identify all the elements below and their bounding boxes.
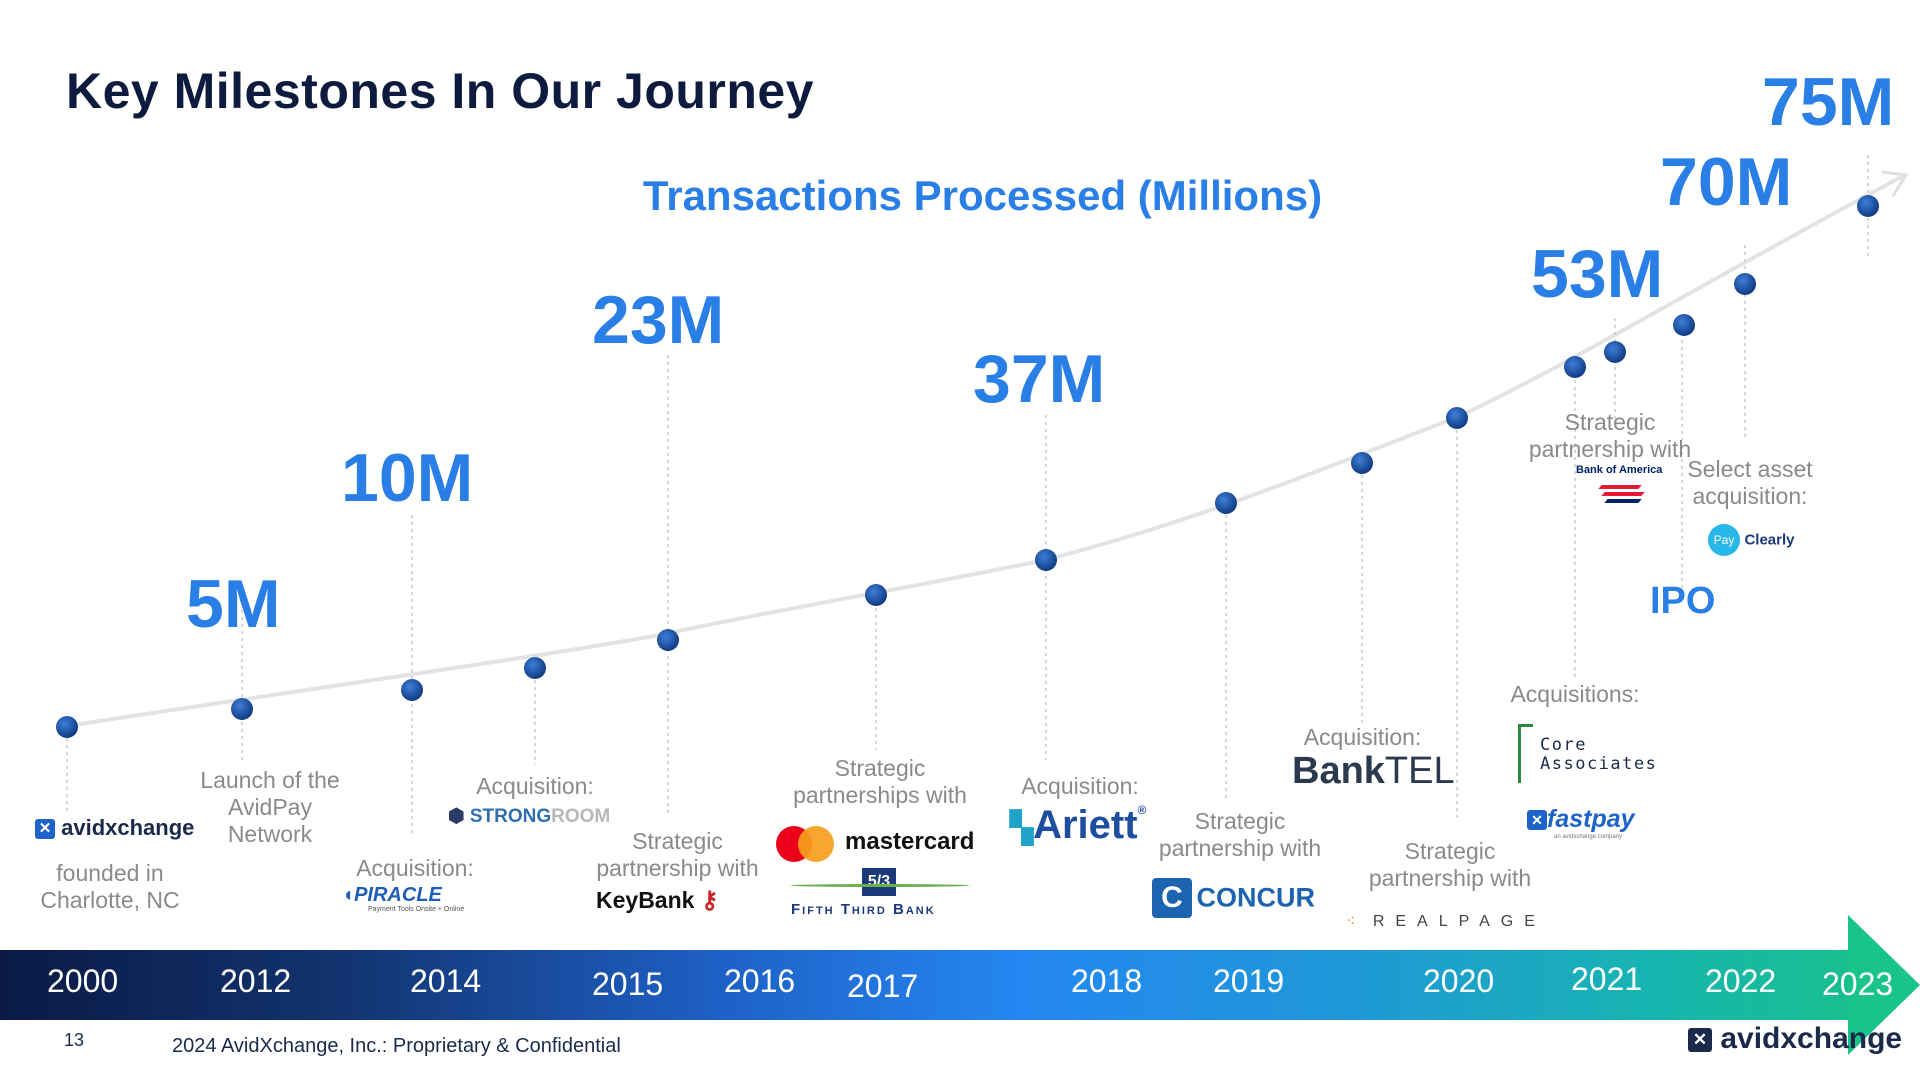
key-icon: ⚷ xyxy=(700,887,719,914)
page-number: 13 xyxy=(64,1030,85,1050)
value-10m: 10M xyxy=(341,440,474,516)
avidxchange-logo: ✕ avidxchange xyxy=(35,815,194,841)
year-2021: 2021 xyxy=(1571,961,1643,997)
milestone-dot-2023 xyxy=(1857,195,1879,217)
payclearly-acquisition-text: Select asset acquisition: xyxy=(1687,456,1813,509)
milestone-dot-2020b xyxy=(1446,407,1468,429)
ipo-label: IPO xyxy=(1650,580,1716,622)
launch-avidpay-text: Launch of the AvidPay Network xyxy=(200,767,340,847)
piracle-tagline: Payment Tools Onsite + Online xyxy=(368,906,465,913)
footer-x-icon: ✕ xyxy=(1688,1028,1712,1053)
value-37m: 37M xyxy=(973,341,1106,417)
bofa-partnership-text: Strategic partnership with xyxy=(1528,409,1692,462)
value-5m: 5M xyxy=(186,566,281,642)
milestone-dot-2018 xyxy=(1035,549,1057,571)
value-53m: 53M xyxy=(1531,236,1664,312)
payclearly-logo: Pay Clearly xyxy=(1708,524,1795,556)
banktel-logo: BankTEL xyxy=(1292,750,1455,792)
acquisitions-label: Acquisitions: xyxy=(1510,681,1640,707)
chart-subtitle: Transactions Processed (Millions) xyxy=(642,172,1323,219)
milestone-dot-2020a xyxy=(1351,452,1373,474)
timeline-arrow-icon xyxy=(1848,915,1920,1055)
keybank-logo: KeyBank ⚷ xyxy=(596,887,719,914)
year-2000: 2000 xyxy=(47,963,119,999)
mastercard-partnership-text: Strategic partnerships with xyxy=(793,755,967,808)
page-title: Key Milestones In Our Journey xyxy=(66,63,815,119)
milestone-dot-2015 xyxy=(657,629,679,651)
milestone-dot-2017 xyxy=(865,584,887,606)
strongroom-logo: ⬢ STRONGROOM xyxy=(448,806,611,827)
milestone-dot-2012 xyxy=(231,698,253,720)
bofa-flag-icon xyxy=(1598,483,1645,505)
year-2023: 2023 xyxy=(1822,966,1894,1002)
milestone-dot-2014b xyxy=(524,657,546,679)
copyright-text: 2024 AvidXchange, Inc.: Proprietary & Co… xyxy=(172,1035,621,1057)
year-2017: 2017 xyxy=(847,968,919,1004)
concur-logo: C CONCUR xyxy=(1152,878,1315,918)
banktel-acquisition-label: Acquisition: xyxy=(1303,724,1422,750)
fifth-third-wordmark: Fifth Third Bank xyxy=(791,901,936,918)
concur-partnership-text: Strategic partnership with xyxy=(1158,808,1322,861)
year-2014: 2014 xyxy=(410,963,482,999)
milestone-dot-2022b xyxy=(1734,273,1756,295)
year-2022: 2022 xyxy=(1705,963,1777,999)
milestone-dot-2022a xyxy=(1673,314,1695,336)
footer-avidxchange-logo: ✕ avidxchange xyxy=(1688,1022,1902,1056)
ariett-logo: ▚Ariett® xyxy=(1010,803,1147,847)
value-70m: 70M xyxy=(1660,144,1793,220)
cube-icon: ⬢ xyxy=(448,806,465,827)
strongroom-acquisition-label: Acquisition: xyxy=(476,773,594,799)
ariett-acquisition-label: Acquisition: xyxy=(1021,773,1139,799)
payclearly-pay-icon: Pay xyxy=(1708,524,1740,556)
year-2020: 2020 xyxy=(1423,963,1495,999)
milestone-dot-2021b xyxy=(1604,341,1626,363)
ariett-pixel-mark-icon: ▚ xyxy=(1010,812,1034,845)
piracle-acquisition-label: Acquisition: xyxy=(356,855,474,881)
fifth-third-mark-icon: 5/3 xyxy=(862,868,896,896)
milestone-dot-2021a xyxy=(1564,356,1586,378)
fastpay-tagline: an avidxchange company xyxy=(1554,834,1623,840)
mastercard-circles-icon xyxy=(776,826,836,862)
value-75m: 75M xyxy=(1762,64,1895,140)
year-2016: 2016 xyxy=(724,963,796,999)
core-associates-logo: Core Associates xyxy=(1540,735,1658,774)
x-mark-icon: ✕ xyxy=(35,819,55,840)
fastpay-x-icon: ✕ xyxy=(1527,810,1547,831)
piracle-logo: ◖PIRACLE xyxy=(342,884,442,906)
fifth-third-logo: 5/3 xyxy=(790,868,970,902)
year-2015: 2015 xyxy=(592,966,664,1002)
curve-arrowhead xyxy=(1881,170,1909,197)
realpage-dots-icon: ⁖ xyxy=(1346,913,1358,930)
bofa-wordmark: Bank of America xyxy=(1576,464,1663,476)
concur-c-icon: C xyxy=(1152,878,1192,918)
keybank-partnership-text: Strategic partnership with xyxy=(596,828,759,881)
fastpay-logo: ✕ fastpay xyxy=(1527,805,1635,834)
core-associates-bracket-icon xyxy=(1518,724,1533,783)
milestone-dot-2000 xyxy=(56,716,78,738)
timeline-band xyxy=(0,950,1860,1020)
value-23m: 23M xyxy=(592,282,725,358)
milestone-dot-2019 xyxy=(1215,492,1237,514)
mastercard-wordmark: mastercard xyxy=(845,828,975,855)
year-2019: 2019 xyxy=(1213,963,1285,999)
milestone-dot-2014 xyxy=(401,679,423,701)
realpage-partnership-text: Strategic partnership with xyxy=(1368,838,1532,891)
year-2018: 2018 xyxy=(1071,963,1143,999)
piracle-mark-icon: ◖ xyxy=(342,884,355,906)
founded-text: founded in Charlotte, NC xyxy=(40,860,180,913)
year-2012: 2012 xyxy=(220,963,292,999)
realpage-logo: ⁖ REALPAGE xyxy=(1346,913,1546,930)
